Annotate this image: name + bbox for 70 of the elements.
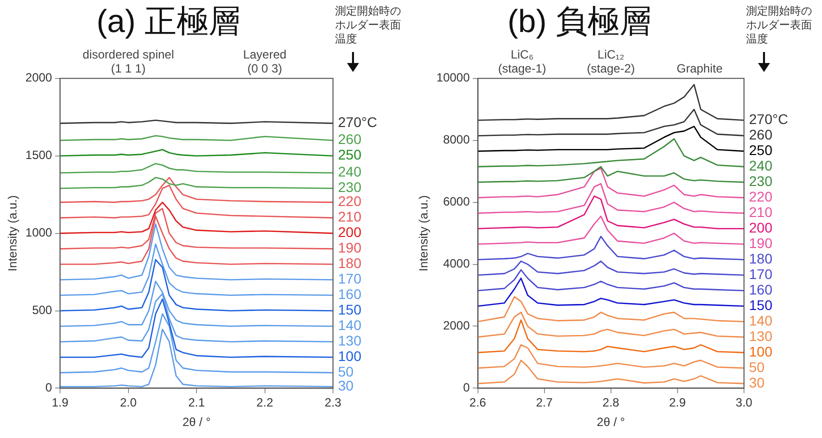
series-label: 130 [749, 328, 773, 344]
series-label: 100 [338, 348, 362, 364]
text: 測定開始時のホルダー表面温度 [335, 4, 401, 46]
series-label: 180 [338, 255, 362, 272]
y-tick-label: 1000 [25, 226, 52, 240]
x-tick-label: 2.1 [188, 396, 206, 410]
series-label: 210 [749, 204, 773, 220]
series-label: 150 [338, 302, 362, 318]
series-label: 130 [338, 332, 362, 349]
series-label: 200 [749, 220, 773, 236]
text: disordered spinel (1 1 1) [82, 48, 174, 76]
y-tick-label: 6000 [443, 194, 470, 209]
series-label: 260 [338, 131, 362, 148]
y-axis-title: Intensity (a.u.) [6, 195, 20, 272]
series-label: 140 [338, 317, 362, 334]
y-tick-label: 10000 [436, 70, 470, 85]
y-tick-label: 0 [45, 380, 52, 395]
y-axis-title: Intensity (a.u.) [416, 195, 431, 272]
series-label: 190 [338, 240, 362, 256]
series-label: 210 [338, 208, 362, 225]
y-tick-label: 4000 [443, 256, 470, 271]
x-tick-label: 2.0 [120, 396, 137, 410]
text: Layered (0 0 3) [243, 48, 286, 76]
y-tick-label: 2000 [25, 70, 52, 85]
series-label: 230 [338, 179, 362, 196]
y-tick-label: 500 [32, 303, 52, 318]
series-label: 240 [338, 164, 362, 180]
x-tick-label: 2.2 [256, 396, 274, 410]
y-tick-label: 1500 [25, 148, 52, 162]
series-label: 50 [338, 364, 354, 380]
series-label: 230 [749, 173, 773, 190]
x-tick-label: 2.3 [324, 396, 342, 410]
x-tick-label: 2.8 [602, 396, 620, 410]
chart-title: (a) 正極層 [96, 3, 240, 40]
text: LiC₆ (stage-1) [498, 48, 546, 76]
text: LiC₁₂ (stage-2) [586, 48, 635, 76]
series-label: 170 [749, 266, 773, 282]
series-label: 270°C [338, 114, 378, 130]
series-label: 270°C [749, 111, 788, 128]
series-label: 200 [338, 224, 362, 240]
series-label: 100 [749, 343, 773, 360]
series-label: 250 [749, 142, 773, 158]
text: 測定開始時のホルダー表面温度 [746, 4, 812, 46]
chart-title: (b) 負極層 [508, 3, 652, 40]
text: Graphite [676, 62, 723, 76]
y-tick-label: 8000 [443, 132, 470, 147]
x-tick-label: 3.0 [736, 396, 753, 410]
x-tick-label: 1.9 [52, 396, 69, 410]
series-label: 240 [749, 158, 773, 174]
series-label: 180 [749, 250, 773, 266]
series-label: 140 [749, 312, 773, 328]
x-tick-label: 2.6 [469, 396, 486, 410]
y-tick-label: 0 [463, 380, 470, 395]
series-label: 170 [338, 270, 362, 287]
series-label: 250 [338, 146, 362, 163]
x-tick-label: 2.7 [536, 396, 553, 410]
series-label: 160 [338, 286, 362, 302]
series-label: 260 [749, 126, 773, 143]
series-label: 160 [749, 281, 773, 298]
series-label: 50 [749, 358, 765, 375]
x-axis-title: 2θ / ° [596, 415, 626, 430]
series-label: 30 [338, 378, 354, 394]
x-tick-label: 2.9 [669, 396, 686, 410]
series-label: 150 [749, 296, 773, 313]
series-label: 30 [749, 374, 765, 390]
x-axis-title: 2θ / ° [182, 415, 211, 430]
y-tick-label: 2000 [443, 318, 470, 333]
series-label: 220 [749, 188, 773, 205]
series-label: 220 [338, 193, 362, 210]
series-label: 190 [749, 235, 773, 251]
